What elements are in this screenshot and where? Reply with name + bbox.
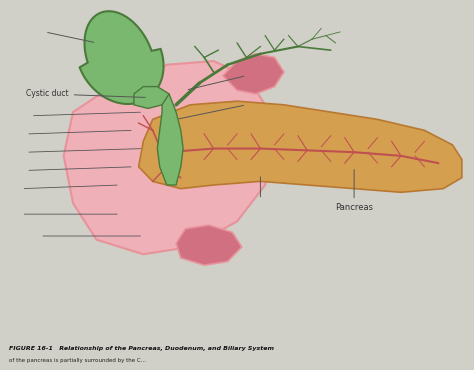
Text: FIGURE 16-1   Relationship of the Pancreas, Duodenum, and Biliary System: FIGURE 16-1 Relationship of the Pancreas… [9, 346, 274, 351]
Polygon shape [223, 54, 284, 94]
Text: Pancreas: Pancreas [335, 169, 373, 212]
Polygon shape [176, 225, 242, 265]
Text: Cystic duct: Cystic duct [26, 90, 145, 98]
Polygon shape [64, 61, 274, 254]
Polygon shape [157, 94, 183, 185]
Polygon shape [134, 87, 169, 108]
Text: of the pancreas is partially surrounded by the C...: of the pancreas is partially surrounded … [9, 358, 146, 363]
Polygon shape [80, 11, 164, 104]
Polygon shape [138, 101, 462, 192]
